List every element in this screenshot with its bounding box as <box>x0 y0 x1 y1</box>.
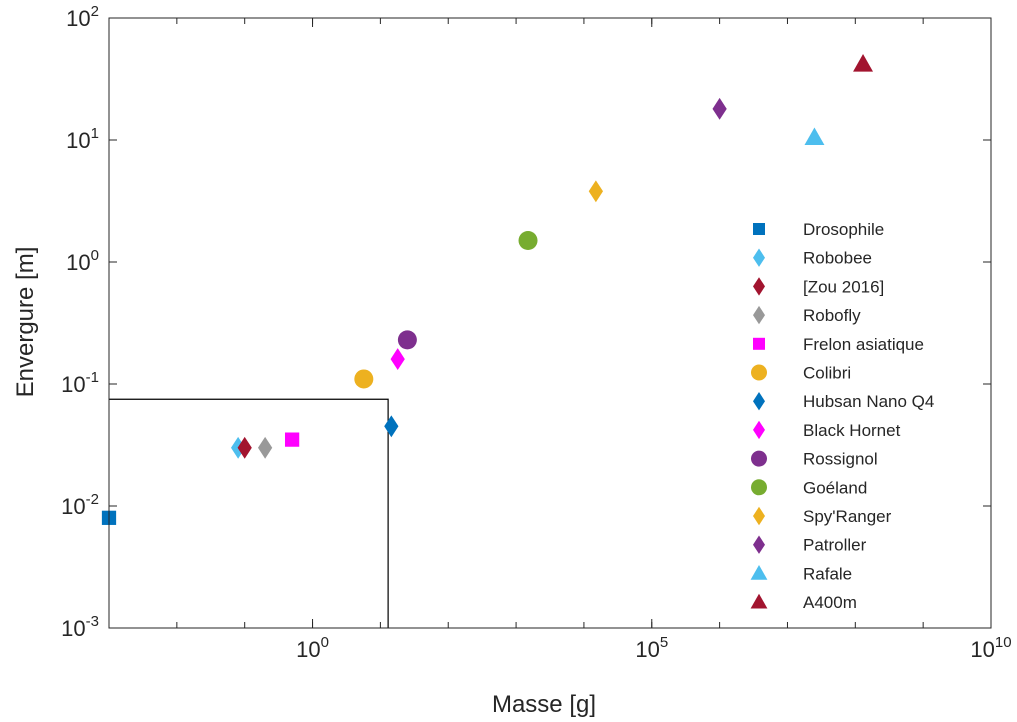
legend-label-patroller: Patroller <box>803 536 867 555</box>
legend-marker-drosophile <box>753 223 765 235</box>
plot-area <box>109 18 991 628</box>
legend-label-spy-ranger: Spy'Ranger <box>803 507 892 526</box>
y-tick-labels: 10-3 10-2 10-1 100 101 102 <box>61 3 99 641</box>
data-point-go-land <box>518 231 538 251</box>
legend-label-zou-2016: [Zou 2016] <box>803 277 884 296</box>
y-tick-label: 100 <box>66 247 99 275</box>
x-tick-label: 1010 <box>970 634 1011 662</box>
data-point-rafale <box>804 127 825 146</box>
legend-marker-robobee <box>753 248 765 267</box>
legend-marker-colibri <box>751 364 767 381</box>
data-point-spy-ranger <box>588 180 603 203</box>
legend-marker-frelon-asiatique <box>753 337 765 350</box>
minor-ticks <box>108 17 992 629</box>
plot-background <box>109 18 991 628</box>
legend-marker-black-hornet <box>753 420 765 440</box>
data-point-zou-2016 <box>237 436 252 459</box>
legend-label-rossignol: Rossignol <box>803 450 878 469</box>
data-points <box>101 53 874 525</box>
y-tick-label: 101 <box>66 125 99 153</box>
x-tick-label: 105 <box>635 634 668 662</box>
region-outline <box>109 398 389 628</box>
legend-marker-a400m <box>750 593 768 609</box>
legend-marker-rossignol <box>751 450 767 467</box>
legend-label-colibri: Colibri <box>803 364 851 383</box>
legend-label-robobee: Robobee <box>803 249 872 268</box>
data-point-frelon-asiatique <box>284 432 300 447</box>
y-tick-label: 10-1 <box>61 369 99 397</box>
y-tick-label: 102 <box>66 3 99 31</box>
axes-frame <box>108 17 992 629</box>
legend-label-black-hornet: Black Hornet <box>803 421 901 440</box>
legend-marker-rafale <box>750 565 768 580</box>
region-box <box>109 398 389 628</box>
legend-label-frelon-asiatique: Frelon asiatique <box>803 335 924 354</box>
legend-marker-robofly <box>753 305 765 325</box>
data-point-hubsan-nano-q4 <box>384 415 399 438</box>
data-point-colibri <box>354 369 374 389</box>
data-point-patroller <box>712 97 727 120</box>
axes-box <box>108 17 992 629</box>
legend-marker-go-land <box>751 479 767 496</box>
data-point-a400m <box>853 53 874 72</box>
y-tick-label: 10-2 <box>61 491 99 519</box>
x-tick-labels: 100 105 1010 <box>296 634 1011 662</box>
legend-label-hubsan-nano-q4: Hubsan Nano Q4 <box>803 392 934 411</box>
y-tick-label: 10-3 <box>61 613 99 641</box>
legend-marker-patroller <box>753 535 765 554</box>
legend-label-go-land: Goéland <box>803 478 867 497</box>
y-axis-label: Envergure [m] <box>12 247 39 398</box>
legend-label-robofly: Robofly <box>803 306 861 325</box>
legend-label-rafale: Rafale <box>803 564 852 583</box>
data-point-black-hornet <box>390 348 405 371</box>
x-tick-label: 100 <box>296 634 329 662</box>
legend-marker-hubsan-nano-q4 <box>753 392 765 411</box>
legend-label-a400m: A400m <box>803 593 857 612</box>
legend-marker-zou-2016 <box>753 277 765 296</box>
x-axis-label: Masse [g] <box>492 691 596 718</box>
legend: Drosophile Robobee [Zou 2016] Robofly Frelon… <box>750 220 934 612</box>
legend-marker-spy-ranger <box>753 506 765 526</box>
data-point-rossignol <box>397 330 417 350</box>
legend-label-drosophile: Drosophile <box>803 220 884 239</box>
data-point-robofly <box>257 436 273 459</box>
